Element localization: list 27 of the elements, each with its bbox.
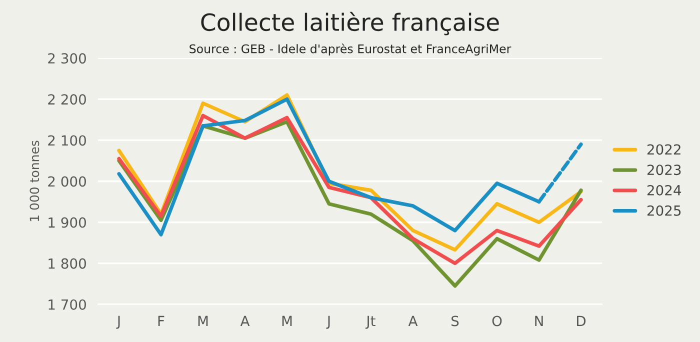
x-tick-label: O xyxy=(492,316,502,326)
x-tick-label: M xyxy=(282,316,292,326)
y-tick-label: 1 900 xyxy=(48,217,86,228)
x-tick-label: N xyxy=(535,316,543,326)
x-tick-label: F xyxy=(158,316,164,326)
x-tick-label: A xyxy=(408,316,418,326)
x-tick-label: A xyxy=(240,316,250,326)
y-tick-label: 2 200 xyxy=(48,94,86,105)
y-tick-label: 2 100 xyxy=(48,135,86,146)
x-tick-label: M xyxy=(198,316,208,326)
x-tick-label: J xyxy=(326,316,330,329)
legend-label: 2022 xyxy=(647,144,680,155)
legend-label: 2025 xyxy=(647,205,681,216)
y-tick-label: 1 800 xyxy=(48,258,86,269)
y-tick-label: 2 300 xyxy=(48,53,86,64)
x-tick-label: J xyxy=(116,316,120,329)
x-tick-label: Jt xyxy=(366,316,376,329)
x-tick-label: D xyxy=(577,316,586,326)
legend-label: 2024 xyxy=(647,184,682,196)
chart-subtitle: Source : GEB - Idele d'après Eurostat et FranceAgriMer xyxy=(190,44,512,56)
y-tick-label: 2 000 xyxy=(48,176,86,187)
legend-label: 2023 xyxy=(647,164,681,176)
chart-title: Collecte laitière française xyxy=(201,12,499,36)
y-tick-label: 1 700 xyxy=(48,299,86,310)
y-axis-title: 1 000 tonnes xyxy=(30,140,40,222)
line-series xyxy=(117,114,583,266)
x-tick-label: S xyxy=(452,316,459,326)
